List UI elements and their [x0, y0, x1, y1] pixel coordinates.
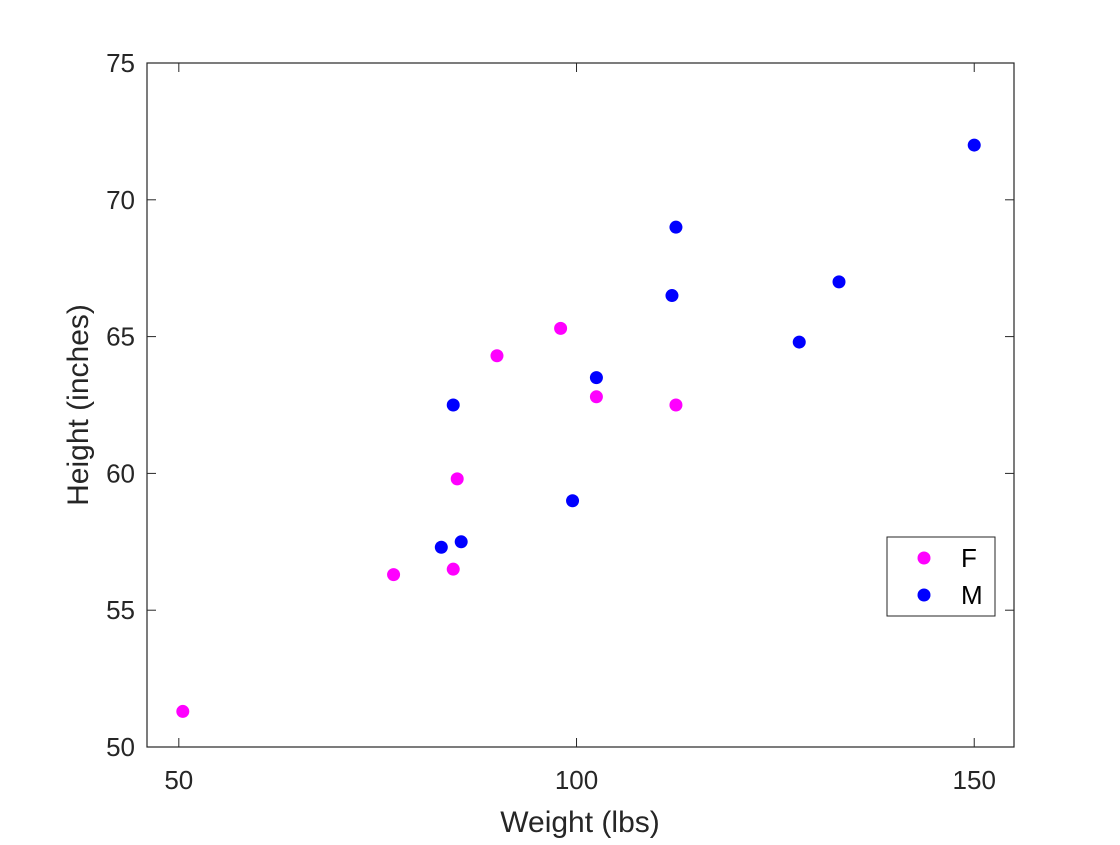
x-tick-label: 100: [555, 765, 598, 795]
y-tick-label: 65: [106, 322, 135, 352]
data-point-f: [176, 704, 190, 718]
y-tick-label: 75: [106, 48, 135, 78]
legend-label-m: M: [961, 580, 983, 610]
data-point-f: [446, 562, 460, 576]
x-tick-label: 150: [953, 765, 996, 795]
plot-area-background: [147, 63, 1014, 747]
y-tick-label: 60: [106, 458, 135, 488]
data-point-m: [832, 275, 846, 289]
data-point-m: [434, 540, 448, 554]
data-point-m: [669, 220, 683, 234]
data-point-m: [665, 289, 679, 303]
data-point-f: [490, 349, 504, 363]
data-point-f: [450, 472, 464, 486]
y-tick-label: 55: [106, 595, 135, 625]
y-tick-labels: 50 55 60 65 70 75: [106, 48, 135, 762]
y-axis-title: Height (inches): [62, 304, 95, 506]
data-point-m: [589, 371, 603, 385]
y-tick-label: 50: [106, 732, 135, 762]
data-point-f: [669, 398, 683, 412]
legend: F M: [886, 536, 996, 617]
x-tick-labels: 50 100 150: [164, 765, 996, 795]
legend-marker-f: [917, 551, 931, 565]
data-point-m: [792, 335, 806, 349]
points-layer: [176, 138, 981, 718]
legend-marker-m: [917, 588, 931, 602]
legend-box: [886, 536, 996, 617]
data-point-m: [446, 398, 460, 412]
data-point-f: [387, 568, 401, 582]
data-point-m: [566, 494, 580, 508]
legend-label-f: F: [961, 543, 977, 573]
y-tick-label: 70: [106, 185, 135, 215]
data-point-m: [967, 138, 981, 152]
data-point-m: [454, 535, 468, 549]
plot-area-frame: [146, 62, 1015, 748]
data-point-f: [554, 321, 568, 335]
data-point-f: [589, 390, 603, 404]
x-tick-label: 50: [164, 765, 193, 795]
x-axis-title: Weight (lbs): [500, 806, 660, 839]
